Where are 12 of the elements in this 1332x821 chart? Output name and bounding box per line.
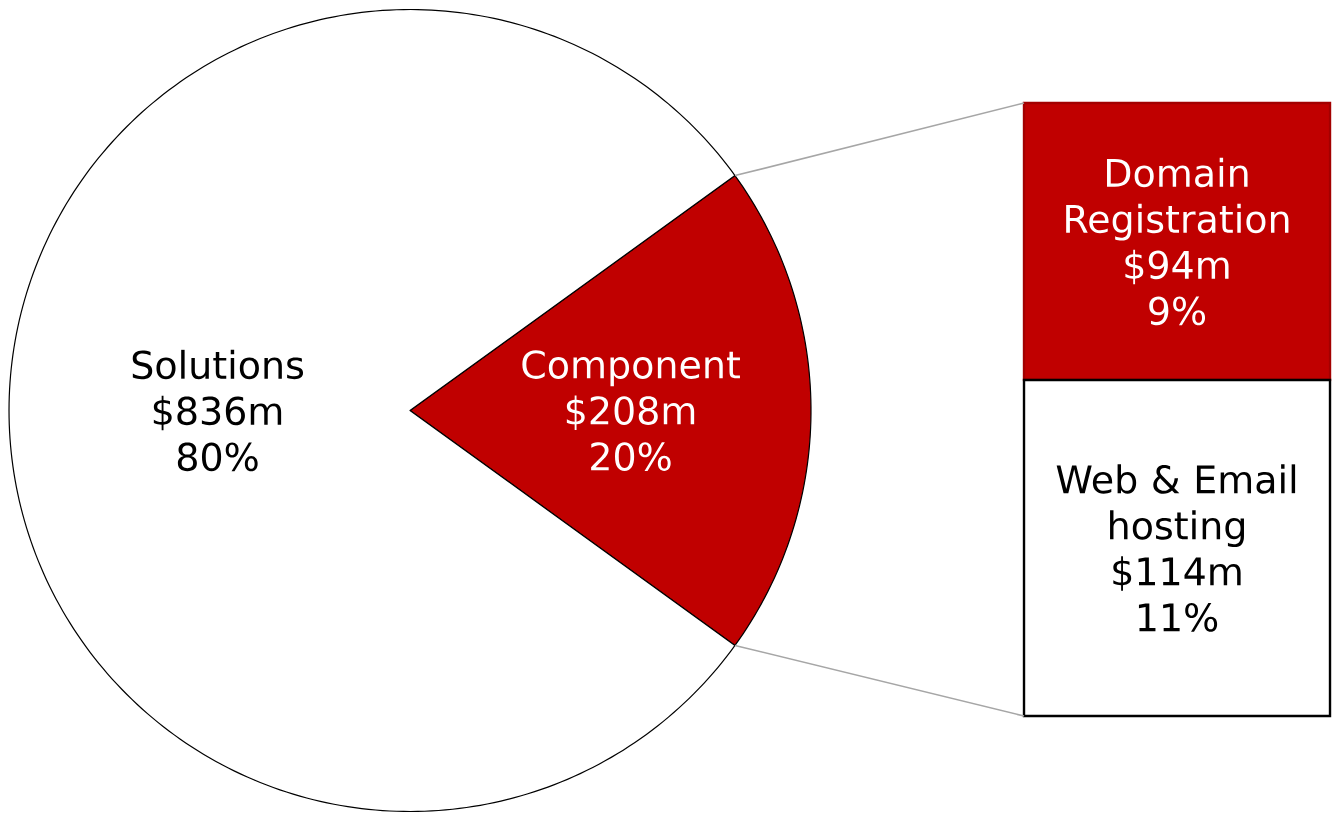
series-label: Web & Email hosting [1056, 464, 1296, 548]
slice-label: Solutions [132, 349, 304, 380]
data-label: $114m [1113, 556, 1241, 591]
text: 80% [177, 442, 258, 472]
series-label: Domain Registration [1066, 157, 1289, 241]
slice-label: Component [522, 350, 740, 387]
annotation: 9% [1149, 296, 1206, 326]
annotation: 11% [1138, 602, 1218, 632]
data-label: $208m [566, 395, 695, 430]
text: 20% [591, 442, 671, 471]
data-label: $94m [1125, 249, 1229, 285]
data-label: $836m [153, 395, 282, 431]
